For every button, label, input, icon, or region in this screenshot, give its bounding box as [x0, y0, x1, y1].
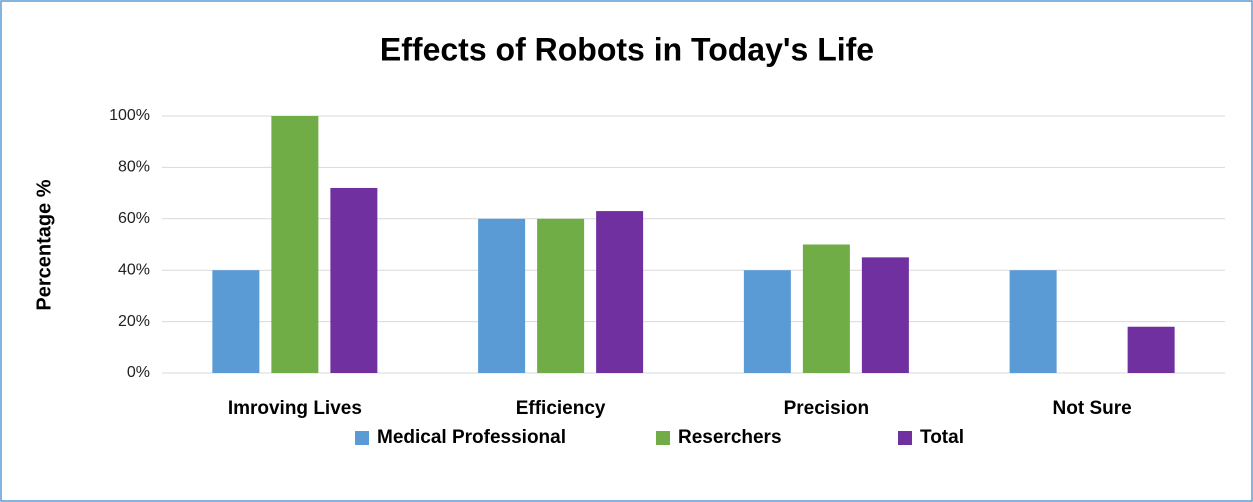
x-tick-label: Efficiency — [516, 398, 606, 419]
y-tick-label: 60% — [118, 210, 150, 227]
legend-swatch — [355, 431, 369, 445]
bar — [537, 218, 585, 373]
x-tick-label: Imroving Lives — [228, 398, 362, 419]
legend-swatch — [656, 431, 670, 445]
x-tick-label: Not Sure — [1053, 398, 1132, 419]
y-tick-label: 40% — [118, 261, 150, 278]
chart-title: Effects of Robots in Today's Life — [380, 31, 874, 67]
y-tick-label: 100% — [109, 107, 150, 124]
y-tick-label: 20% — [118, 313, 150, 330]
bar — [1009, 270, 1057, 373]
bar — [861, 257, 909, 373]
y-tick-label: 80% — [118, 159, 150, 176]
bar — [478, 218, 526, 373]
y-tick-label: 0% — [127, 364, 150, 381]
bar — [212, 270, 260, 373]
legend-label: Reserchers — [678, 427, 782, 448]
bar — [1127, 326, 1175, 373]
bar — [330, 187, 378, 373]
bar — [596, 211, 644, 373]
legend-swatch — [898, 431, 912, 445]
bar — [271, 116, 319, 373]
legend-label: Medical Professional — [377, 427, 566, 448]
bar — [802, 244, 850, 373]
bar — [743, 270, 791, 373]
legend-label: Total — [920, 427, 964, 448]
x-tick-label: Precision — [784, 398, 870, 419]
y-axis-label: Percentage % — [33, 179, 55, 310]
